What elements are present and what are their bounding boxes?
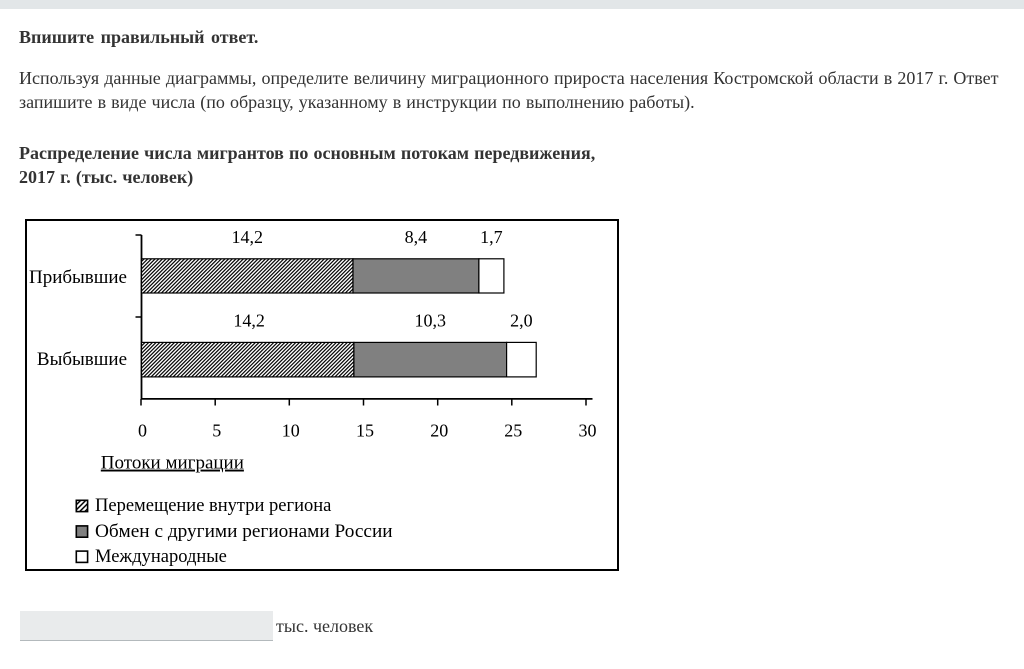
svg-text:1,7: 1,7	[480, 227, 503, 247]
svg-text:Потоки миграции: Потоки миграции	[100, 453, 243, 474]
svg-text:Прибывшие: Прибывшие	[28, 267, 126, 288]
svg-text:25: 25	[504, 420, 522, 440]
svg-text:14,2: 14,2	[233, 310, 265, 330]
svg-text:5: 5	[212, 420, 221, 440]
svg-text:20: 20	[430, 420, 448, 440]
svg-text:0: 0	[138, 420, 147, 440]
svg-text:2,0: 2,0	[510, 310, 533, 330]
svg-text:15: 15	[356, 420, 374, 440]
svg-text:14,2: 14,2	[231, 227, 262, 247]
svg-text:Перемещение внутри региона: Перемещение внутри региона	[95, 496, 331, 516]
svg-text:30: 30	[578, 420, 596, 440]
svg-text:8,4: 8,4	[404, 227, 427, 247]
svg-text:Международные: Международные	[95, 547, 227, 567]
svg-text:Выбывшие: Выбывшие	[36, 349, 126, 370]
svg-text:Обмен с другими регионами Росс: Обмен с другими регионами России	[95, 521, 393, 542]
svg-text:10: 10	[281, 420, 299, 440]
svg-text:10,3: 10,3	[414, 310, 446, 330]
